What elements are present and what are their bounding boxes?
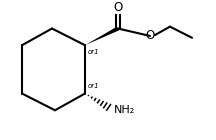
Text: O: O	[145, 29, 155, 42]
Text: or1: or1	[88, 49, 100, 55]
Text: or1: or1	[88, 83, 100, 89]
Polygon shape	[85, 27, 119, 45]
Text: NH₂: NH₂	[114, 105, 135, 115]
Text: O: O	[113, 1, 123, 14]
